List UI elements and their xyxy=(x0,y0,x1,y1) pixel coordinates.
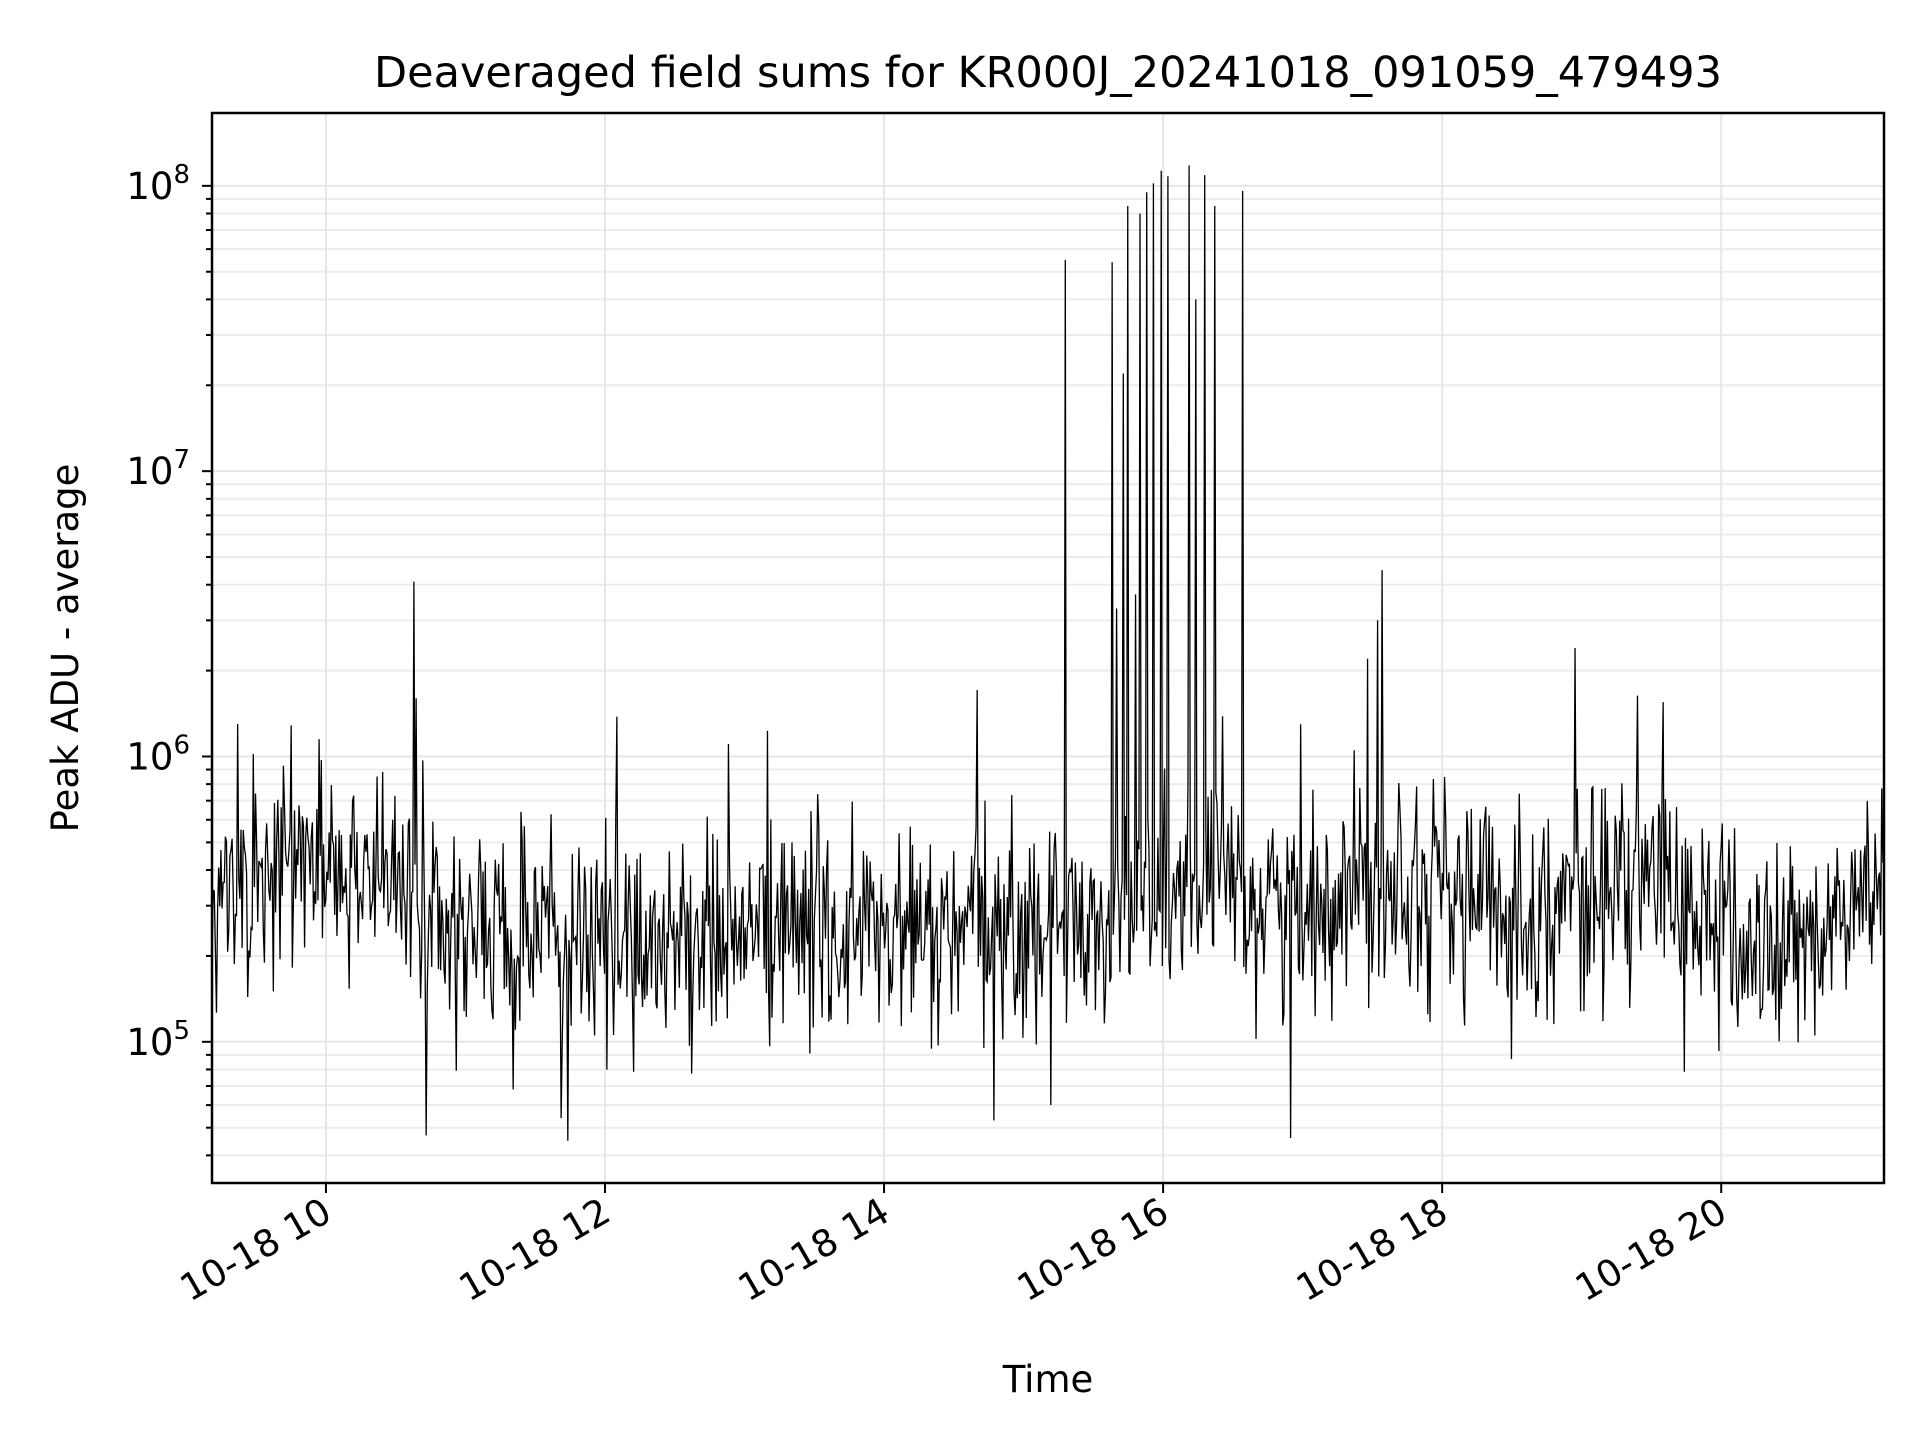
axes-frame xyxy=(210,111,1886,1185)
series-line xyxy=(212,165,1884,1141)
y-tick-label: 107 xyxy=(126,445,190,493)
plot-area xyxy=(212,165,1884,1141)
y-axis-label: Peak ADU - average xyxy=(44,464,87,833)
y-tick-label: 105 xyxy=(126,1016,190,1064)
y-axis-ticks: 105 106 107 108 xyxy=(126,160,212,1157)
y-tick-label: 108 xyxy=(126,160,190,208)
y-tick-label: 106 xyxy=(126,730,190,778)
grid-major xyxy=(212,113,1884,1183)
chart-title: Deaveraged field sums for KR000J_2024101… xyxy=(374,48,1722,98)
x-axis-label: Time xyxy=(1002,1358,1094,1401)
